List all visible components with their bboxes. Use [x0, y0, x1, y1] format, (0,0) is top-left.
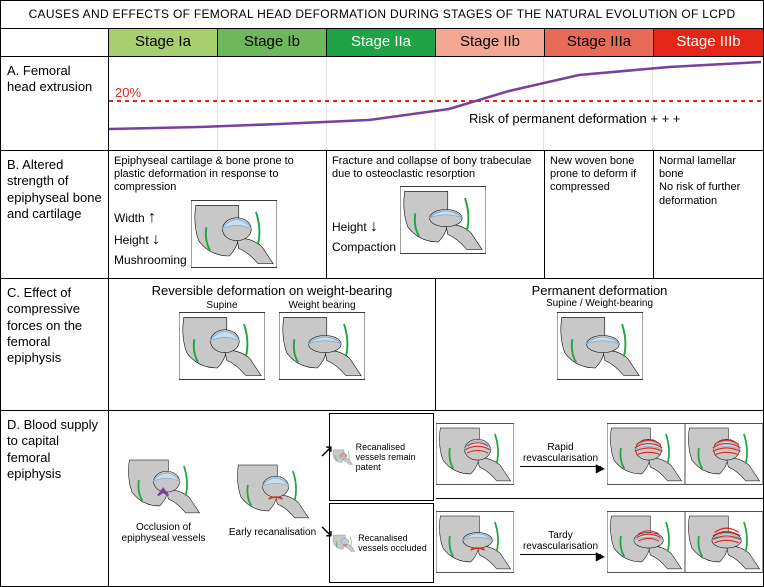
rowD-Ib: Early recanalisation [218, 411, 327, 586]
hip-tardy-1 [436, 510, 514, 574]
hip-diagram-b2 [400, 185, 486, 255]
hip-diagram-supine [179, 311, 265, 381]
hip-diagram-early-recan [234, 459, 312, 523]
wb-label: Weight bearing [279, 300, 365, 311]
pct-label: 20% [115, 85, 141, 100]
hip-diagram-occlusion [125, 454, 203, 518]
b2-compact: Compaction [332, 239, 396, 256]
stage-IIIb: Stage IIIb [654, 29, 763, 57]
d3a-label: Recanalised vessels remain patent [356, 442, 431, 472]
hip-diagram-patent [332, 432, 354, 482]
branch-down-arrow-icon: ↘ [319, 521, 334, 542]
rowB-block4: Normal lamellar bone No risk of further … [654, 151, 763, 279]
lcpd-chart: CAUSES AND EFFECTS OF FEMORAL HEAD DEFOR… [0, 0, 764, 587]
b3-text: New woven bone prone to deform if compre… [550, 155, 648, 195]
b4-text: Normal lamellar bone No risk of further … [659, 155, 758, 208]
up-arrow-icon: ↑ [148, 209, 156, 226]
down-arrow-icon: ↓ [370, 218, 378, 235]
rowB-block3: New woven bone prone to deform if compre… [545, 151, 654, 279]
b2-height: Height [332, 220, 367, 234]
stage-IIIa: Stage IIIa [545, 29, 654, 57]
risk-label: Risk of permanent deformation + + + [469, 111, 680, 126]
rowB-block1: Epiphyseal cartilage & bone prone to pla… [109, 151, 327, 279]
hip-rapid-3 [685, 422, 763, 486]
hip-diagram-perm [557, 311, 643, 381]
tardy-label: Tardy revascularisation [514, 530, 607, 552]
rowB-block2: Fracture and collapse of bony trabeculae… [327, 151, 545, 279]
rowC-permanent: Permanent deformation Supine / Weight-be… [436, 279, 763, 411]
rowC-reversible: Reversible deformation on weight-bearing… [109, 279, 436, 411]
rowD-IIa: ↗ ↘ Recanalised vessels remain patent Re… [327, 411, 436, 586]
stage-Ib: Stage Ib [218, 29, 327, 57]
hip-diagram-wb [279, 311, 365, 381]
b1-mushroom: Mushrooming [114, 252, 187, 269]
rowD-Ia: Occlusion of epiphyseal vessels [109, 411, 218, 586]
hip-diagram-b1 [191, 199, 277, 269]
perm-label: Permanent deformation [441, 283, 758, 298]
d3b-label: Recanalised vessels occluded [358, 533, 431, 553]
rowC-label: C. Effect of compressive forces on the f… [1, 279, 109, 411]
corner-blank [1, 29, 109, 57]
down-arrow-icon: ↓ [152, 231, 160, 248]
supine-label: Supine [179, 300, 265, 311]
hip-tardy-2 [607, 510, 685, 574]
hip-rapid-2 [607, 422, 685, 486]
rowD-tracks: Rapid revascularisation ▶ Tardy revascul… [436, 411, 763, 586]
rapid-label: Rapid revascularisation [514, 442, 607, 464]
chart-title: CAUSES AND EFFECTS OF FEMORAL HEAD DEFOR… [1, 1, 763, 29]
stage-Ia: Stage Ia [109, 29, 218, 57]
perm-sub: Supine / Weight-bearing [441, 298, 758, 309]
d1-label: Occlusion of epiphyseal vessels [114, 522, 213, 544]
hip-diagram-occluded [332, 518, 356, 568]
rowA-label: A. Femoral head extrusion [1, 57, 109, 151]
b1-height: Height [114, 233, 149, 247]
d2-label: Early recanalisation [229, 527, 316, 538]
hip-tardy-3 [685, 510, 763, 574]
rowB-label: B. Altered strength of epiphyseal bone a… [1, 151, 109, 279]
extrusion-plot: 20% Risk of permanent deformation + + + [109, 57, 761, 151]
rowD-label: D. Blood supply to capital femoral epiph… [1, 411, 109, 586]
rowA-body: 20% Risk of permanent deformation + + + [109, 57, 763, 151]
b1-width: Width [114, 211, 145, 225]
stage-IIb: Stage IIb [436, 29, 545, 57]
rev-label: Reversible deformation on weight-bearing [114, 283, 430, 298]
hip-rapid-1 [436, 422, 514, 486]
stage-IIa: Stage IIa [327, 29, 436, 57]
b2-text: Fracture and collapse of bony trabeculae… [332, 155, 539, 181]
branch-up-arrow-icon: ↗ [319, 441, 334, 462]
b1-text: Epiphyseal cartilage & bone prone to pla… [114, 155, 321, 195]
